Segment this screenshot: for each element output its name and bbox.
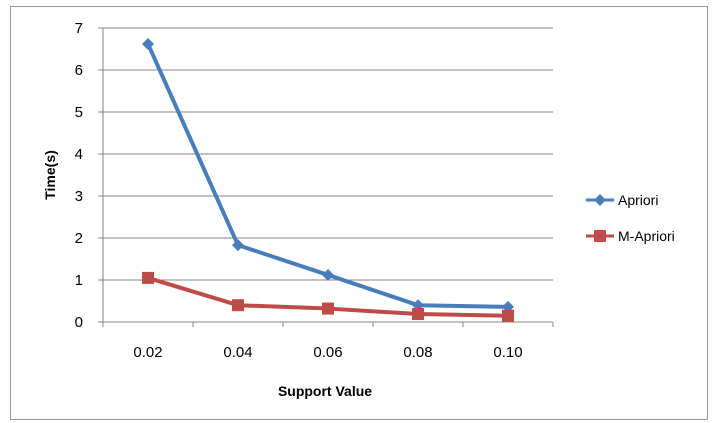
y-tick-label: 7 bbox=[75, 20, 83, 37]
series-m-apriori bbox=[142, 271, 514, 322]
y-tick-label: 1 bbox=[75, 272, 83, 289]
y-tick-labels: 0 1 2 3 4 5 6 7 bbox=[75, 20, 83, 331]
data-point bbox=[142, 271, 154, 284]
x-axis-title: Support Value bbox=[278, 383, 372, 399]
data-point bbox=[322, 302, 334, 315]
y-tick-label: 6 bbox=[75, 62, 83, 79]
x-tick-label: 0.06 bbox=[313, 344, 342, 361]
series-group bbox=[142, 37, 514, 322]
data-point bbox=[502, 309, 514, 322]
data-point bbox=[412, 308, 424, 321]
legend: Apriori M-Apriori bbox=[586, 192, 675, 244]
legend-label: M-Apriori bbox=[618, 228, 675, 244]
y-tick-label: 3 bbox=[75, 188, 83, 205]
data-point bbox=[322, 268, 334, 281]
legend-item: Apriori bbox=[586, 192, 658, 208]
x-tick-label: 0.04 bbox=[223, 344, 252, 361]
x-tick-label: 0.02 bbox=[133, 344, 162, 361]
x-tick-label: 0.08 bbox=[403, 344, 432, 361]
data-point bbox=[232, 239, 244, 252]
legend-item: M-Apriori bbox=[586, 228, 675, 244]
series-line bbox=[146, 43, 509, 309]
y-axis-title: Time(s) bbox=[42, 150, 58, 200]
y-tick-label: 4 bbox=[75, 146, 83, 163]
y-tick-label: 0 bbox=[75, 314, 83, 331]
series-apriori bbox=[142, 37, 514, 313]
data-point bbox=[232, 299, 244, 312]
legend-marker bbox=[594, 194, 606, 206]
gridlines bbox=[103, 27, 553, 281]
x-tick-label: 0.10 bbox=[493, 344, 522, 361]
y-tick-label: 2 bbox=[75, 230, 83, 247]
axes bbox=[98, 27, 554, 327]
legend-marker bbox=[594, 230, 606, 242]
x-tick-labels: 0.02 0.04 0.06 0.08 0.10 bbox=[133, 344, 522, 361]
chart-frame bbox=[10, 6, 708, 420]
y-tick-label: 5 bbox=[75, 104, 83, 121]
data-point bbox=[142, 37, 154, 50]
legend-label: Apriori bbox=[618, 192, 658, 208]
